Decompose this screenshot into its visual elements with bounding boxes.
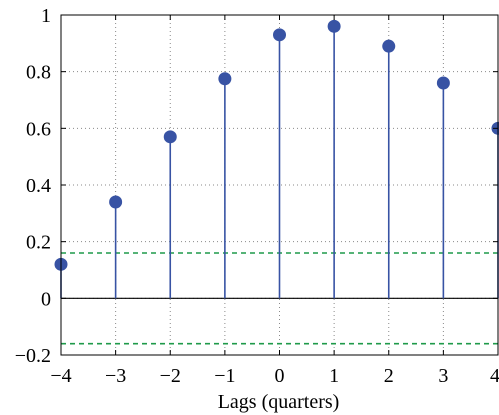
stem-marker-2 xyxy=(163,130,177,144)
x-tick-label-8: 4 xyxy=(490,365,499,387)
x-tick-label-5: 1 xyxy=(329,365,339,387)
stems xyxy=(54,19,499,299)
x-axis-label: Lags (quarters) xyxy=(218,391,340,413)
x-tick-label-3: −1 xyxy=(214,365,235,387)
x-tick-label-6: 2 xyxy=(384,365,394,387)
x-tick-label-0: −4 xyxy=(50,365,71,387)
stem-marker-6 xyxy=(382,39,396,53)
y-tick-labels: −0.2 0 0.2 0.4 0.6 0.8 1 xyxy=(15,5,51,367)
y-tick-label-2: 0.2 xyxy=(26,232,51,254)
y-tick-label-3: 0.4 xyxy=(26,175,51,197)
x-tick-label-1: −3 xyxy=(105,365,126,387)
stem-marker-5 xyxy=(327,19,341,33)
y-tick-label-4: 0.6 xyxy=(26,118,51,140)
y-tick-label-6: 1 xyxy=(41,5,51,27)
x-tick-label-7: 3 xyxy=(438,365,448,387)
y-tick-label-0: −0.2 xyxy=(15,345,51,367)
y-tick-label-5: 0.8 xyxy=(26,62,51,84)
x-tick-label-2: −2 xyxy=(160,365,181,387)
stem-marker-4 xyxy=(273,28,286,42)
stem-marker-3 xyxy=(218,72,232,86)
x-tick-label-4: 0 xyxy=(275,365,285,387)
ticks xyxy=(60,14,499,356)
x-tick-labels: −4 −3 −2 −1 0 1 2 3 4 xyxy=(50,365,499,387)
y-tick-label-1: 0 xyxy=(41,288,51,310)
stem-marker-7 xyxy=(436,76,450,90)
stem-marker-1 xyxy=(109,195,123,209)
